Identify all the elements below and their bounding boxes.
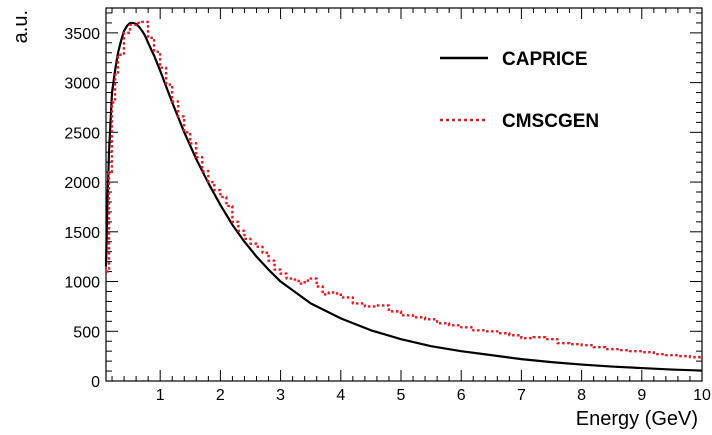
y-tick-label: 0 <box>91 374 100 391</box>
y-tick-label: 2500 <box>64 125 100 142</box>
x-tick-label: 3 <box>276 387 285 404</box>
y-tick-label: 1000 <box>64 275 100 292</box>
plot-frame <box>105 7 703 382</box>
x-tick-label: 7 <box>517 387 526 404</box>
series-line-caprice <box>104 21 703 372</box>
legend-label-caprice: CAPRICE <box>502 49 588 70</box>
series-line-cmscgen <box>106 20 704 360</box>
x-tick-label: 8 <box>577 387 586 404</box>
x-tick-label: 4 <box>336 387 345 404</box>
y-tick-label: 3500 <box>64 26 100 43</box>
x-tick-label: 1 <box>156 387 165 404</box>
x-tick-label: 10 <box>693 387 711 404</box>
x-axis: 1 2 3 4 5 6 7 8 9 10 <box>111 8 711 404</box>
x-tick-label: 9 <box>637 387 646 404</box>
legend: CAPRICE CMSCGEN <box>440 49 599 132</box>
y-tick-label: 1500 <box>64 225 100 242</box>
legend-label-cmscgen: CMSCGEN <box>502 111 599 132</box>
x-axis-title: Energy (GeV) <box>576 408 698 430</box>
series-layer <box>104 20 704 372</box>
x-tick-label: 2 <box>216 387 225 404</box>
y-tick-label: 500 <box>73 324 100 341</box>
y-axis-title: a.u. <box>10 10 32 43</box>
x-tick-label: 6 <box>457 387 466 404</box>
y-tick-label: 2000 <box>64 175 100 192</box>
y-axis: 0 500 1000 1500 2000 2500 3000 3500 <box>64 12 702 391</box>
y-tick-label: 3000 <box>64 76 100 93</box>
x-tick-label: 5 <box>397 387 406 404</box>
